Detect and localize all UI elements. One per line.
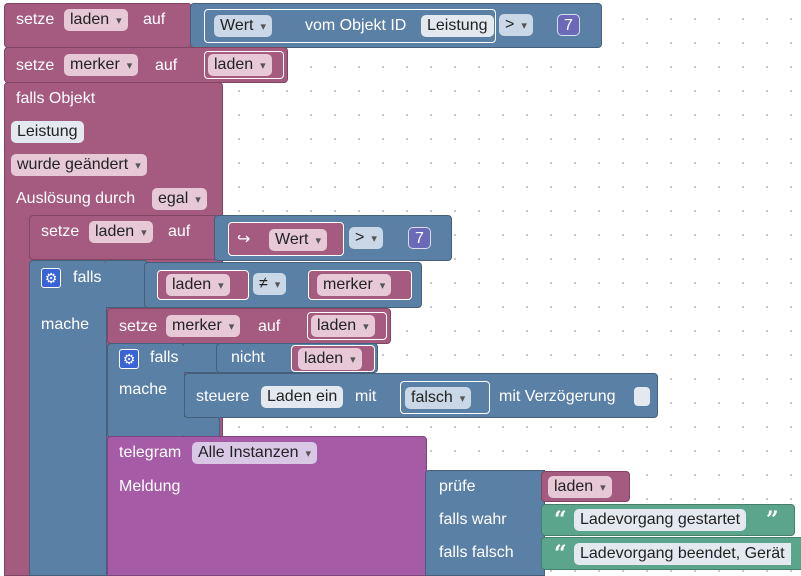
trigger-value-dropdown[interactable]: Wert xyxy=(269,229,328,251)
text-block-true[interactable]: “ Ladevorgang gestartet ” xyxy=(541,504,795,536)
bool-dropdown[interactable]: falsch xyxy=(405,387,472,409)
falls-objekt-label: falls Objekt xyxy=(16,90,96,107)
auf-label: auf xyxy=(155,57,178,74)
set-laden-block-2[interactable]: setze laden auf xyxy=(29,215,219,260)
operator-dropdown-1[interactable]: > xyxy=(499,14,533,36)
if-block[interactable]: ⚙ falls mache xyxy=(29,260,107,576)
var-dropdown-laden[interactable]: laden xyxy=(311,315,375,337)
var-dropdown-merker[interactable]: merker xyxy=(317,274,392,296)
change-type-dropdown[interactable]: wurde geändert xyxy=(11,154,147,176)
number-field-2[interactable]: 7 xyxy=(408,227,431,249)
telegram-block[interactable]: telegram Alle Instanzen Meldung xyxy=(107,436,427,576)
operator-dropdown-3[interactable]: ≠ xyxy=(253,273,287,295)
open-quote-icon: “ xyxy=(554,541,567,567)
get-laden-block[interactable]: laden xyxy=(307,312,387,340)
var-dropdown-laden[interactable]: laden xyxy=(298,348,362,370)
trigger-value-block[interactable]: ↪ Wert xyxy=(228,222,344,256)
pruefe-label: prüfe xyxy=(439,478,476,495)
set-merker-block-1[interactable]: setze merker auf laden xyxy=(4,47,288,83)
if-condition-arm xyxy=(106,260,148,308)
not-equal-block[interactable]: laden ≠ merker xyxy=(144,262,422,308)
var-dropdown-merker[interactable]: merker xyxy=(64,54,139,76)
setze-label: setze xyxy=(119,318,158,335)
mit-verzoegerung-label: mit Verzögerung xyxy=(499,388,616,405)
telegram-label: telegram xyxy=(119,444,182,461)
auf-label: auf xyxy=(168,223,191,240)
falls-label: falls xyxy=(150,349,179,366)
set-merker-block-2[interactable]: setze merker auf laden xyxy=(107,308,391,344)
var-dropdown-laden[interactable]: laden xyxy=(208,54,272,76)
falls-falsch-label: falls falsch xyxy=(439,544,514,561)
number-field-1[interactable]: 7 xyxy=(557,14,580,36)
var-dropdown-merker[interactable]: merker xyxy=(166,315,241,337)
bool-block[interactable]: falsch xyxy=(400,381,490,414)
inner-if-condition-arm xyxy=(184,343,220,373)
trigger-object-field[interactable]: Leistung xyxy=(11,121,84,143)
auf-label: auf xyxy=(143,11,166,28)
close-quote-icon: ” xyxy=(766,507,779,533)
telegram-instance-dropdown[interactable]: Alle Instanzen xyxy=(192,442,318,464)
delay-checkbox[interactable] xyxy=(634,387,650,406)
object-id-field[interactable]: Leistung xyxy=(421,15,494,37)
get-value-block[interactable]: Wert vom Objekt ID Leistung xyxy=(204,9,496,43)
compare-block-1[interactable]: Wert vom Objekt ID Leistung > 7 xyxy=(190,3,602,48)
set-laden-block-1[interactable]: setze laden auf xyxy=(4,3,192,48)
get-laden-block[interactable]: laden xyxy=(291,345,375,372)
var-dropdown-laden[interactable]: laden xyxy=(548,476,612,498)
steuere-label: steuere xyxy=(196,388,250,405)
falls-label: falls xyxy=(73,269,102,286)
gear-icon[interactable]: ⚙ xyxy=(41,268,61,288)
var-dropdown-laden[interactable]: laden xyxy=(89,221,153,243)
get-laden-block[interactable]: laden xyxy=(157,270,249,300)
setze-label: setze xyxy=(16,57,55,74)
var-dropdown-laden[interactable]: laden xyxy=(166,274,230,296)
setze-label: setze xyxy=(41,223,80,240)
auf-label: auf xyxy=(258,318,281,335)
falls-wahr-label: falls wahr xyxy=(439,511,507,528)
inner-if-block[interactable]: ⚙ falls mache xyxy=(107,343,185,438)
meldung-label: Meldung xyxy=(119,478,181,495)
inner-if-bottom-arm xyxy=(184,416,220,438)
value-type-dropdown[interactable]: Wert xyxy=(214,15,273,37)
nicht-label: nicht xyxy=(231,349,265,366)
get-laden-block[interactable]: laden xyxy=(204,51,284,79)
get-merker-block[interactable]: merker xyxy=(308,270,412,300)
ausloesung-durch-label: Auslösung durch xyxy=(16,190,136,207)
not-block[interactable]: nicht laden xyxy=(216,343,378,373)
control-block[interactable]: steuere Laden ein mit falsch mit Verzöge… xyxy=(184,373,658,418)
mache-label: mache xyxy=(119,381,168,398)
compare-block-2[interactable]: ↪ Wert > 7 xyxy=(214,215,452,261)
trigger-mode-dropdown[interactable]: egal xyxy=(152,188,207,210)
text-field-false[interactable]: Ladevorgang beendet, Gerät xyxy=(574,543,791,565)
mache-label: mache xyxy=(41,316,90,333)
vom-objekt-id-label: vom Objekt ID xyxy=(305,17,407,34)
target-object-field[interactable]: Laden ein xyxy=(261,386,344,408)
gear-icon[interactable]: ⚙ xyxy=(119,349,139,369)
text-block-false[interactable]: “ Ladevorgang beendet, Gerät xyxy=(541,537,801,570)
operator-dropdown-2[interactable]: > xyxy=(349,227,383,249)
text-field-true[interactable]: Ladevorgang gestartet xyxy=(574,509,747,531)
var-dropdown-laden[interactable]: laden xyxy=(64,9,128,31)
trigger-arrow: ↪ xyxy=(237,231,251,248)
open-quote-icon: “ xyxy=(554,507,567,533)
mit-label: mit xyxy=(355,388,377,405)
ternary-block[interactable]: prüfe falls wahr falls falsch xyxy=(425,470,545,576)
get-laden-block[interactable]: laden xyxy=(541,471,630,502)
setze-label: setze xyxy=(16,11,55,28)
